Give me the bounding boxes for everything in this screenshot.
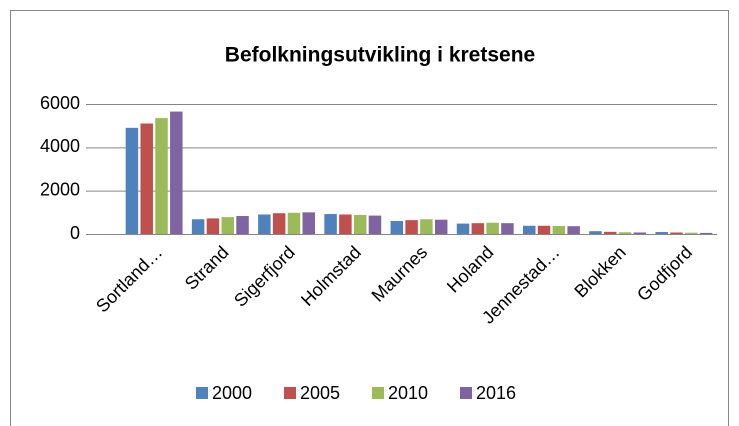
bar <box>522 225 536 234</box>
bar <box>302 212 316 234</box>
legend-label: 2005 <box>300 383 340 403</box>
bar <box>633 232 647 234</box>
y-tick-label: 2000 <box>40 179 80 199</box>
bar <box>368 215 382 234</box>
bar <box>699 232 713 234</box>
bar <box>221 217 234 234</box>
bar <box>420 219 433 234</box>
legend-label: 2016 <box>476 383 516 403</box>
y-tick-label: 0 <box>70 223 80 243</box>
bar <box>155 118 168 234</box>
bar <box>258 214 271 234</box>
bar <box>125 127 139 234</box>
bar <box>501 223 514 234</box>
legend-swatch <box>372 387 384 399</box>
legend-swatch <box>196 387 208 399</box>
bar <box>339 214 352 234</box>
bar <box>655 232 668 234</box>
bar <box>552 225 566 234</box>
bar <box>390 221 404 234</box>
bar <box>140 123 153 234</box>
bar <box>685 232 698 234</box>
legend-swatch <box>284 387 296 399</box>
bar <box>486 222 499 234</box>
bar <box>272 213 286 234</box>
bar <box>353 214 367 234</box>
y-tick-label: 4000 <box>40 136 80 156</box>
bar <box>537 225 551 234</box>
bar <box>567 226 580 234</box>
bar <box>589 231 602 234</box>
bar <box>236 216 249 234</box>
bar <box>604 231 617 234</box>
y-tick-label: 6000 <box>40 93 80 113</box>
bar <box>324 214 337 234</box>
legend-swatch <box>460 387 472 399</box>
bar <box>456 223 470 234</box>
bar <box>471 223 485 234</box>
bar <box>170 111 183 234</box>
bar <box>287 212 301 234</box>
legend-label: 2000 <box>212 383 252 403</box>
bar <box>670 232 683 234</box>
chart-title: Befolkningsutvikling i kretsene <box>225 44 535 67</box>
bar <box>191 219 205 234</box>
bar <box>405 220 418 234</box>
legend-label: 2010 <box>388 383 428 403</box>
bar <box>434 219 448 234</box>
bar <box>618 232 632 234</box>
bar <box>206 218 220 234</box>
